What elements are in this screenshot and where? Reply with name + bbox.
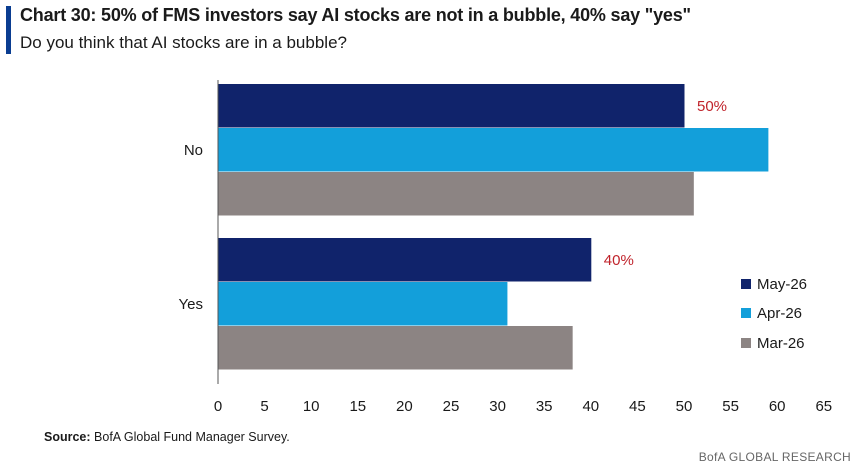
brand-footer: BofA GLOBAL RESEARCH <box>698 450 851 464</box>
bar-yes-mar-26 <box>218 326 573 370</box>
x-tick-label-60: 60 <box>769 398 786 415</box>
source-label: Source: <box>44 430 91 444</box>
x-tick-label-30: 30 <box>489 398 506 415</box>
x-tick-label-55: 55 <box>722 398 739 415</box>
bar-no-mar-26 <box>218 172 694 216</box>
x-tick-label-15: 15 <box>349 398 366 415</box>
x-tick-label-35: 35 <box>536 398 553 415</box>
x-tick-label-0: 0 <box>214 398 222 415</box>
legend-swatch-mar-26 <box>741 338 751 348</box>
bar-no-may-26 <box>218 84 685 128</box>
legend-label-apr-26: Apr-26 <box>757 305 802 322</box>
legend-label-mar-26: Mar-26 <box>757 335 805 352</box>
x-tick-label-50: 50 <box>676 398 693 415</box>
chart-subtitle: Do you think that AI stocks are in a bub… <box>20 33 347 52</box>
category-label-yes: Yes <box>179 296 203 313</box>
x-tick-label-5: 5 <box>260 398 268 415</box>
x-tick-label-10: 10 <box>303 398 320 415</box>
x-tick-label-65: 65 <box>815 398 832 415</box>
title-accent-bar <box>6 6 11 54</box>
bar-yes-may-26 <box>218 238 592 282</box>
bar-no-apr-26 <box>218 128 769 172</box>
chart-title: Chart 30: 50% of FMS investors say AI st… <box>20 5 691 25</box>
legend-swatch-apr-26 <box>741 308 751 318</box>
x-tick-label-45: 45 <box>629 398 646 415</box>
x-tick-label-20: 20 <box>396 398 413 415</box>
legend-swatch-may-26 <box>741 279 751 289</box>
x-tick-label-40: 40 <box>582 398 599 415</box>
category-label-no: No <box>184 142 203 159</box>
x-tick-label-25: 25 <box>443 398 460 415</box>
bar-yes-apr-26 <box>218 282 508 326</box>
source-note: Source: BofA Global Fund Manager Survey. <box>44 430 290 444</box>
source-text: BofA Global Fund Manager Survey. <box>94 430 290 444</box>
data-label-yes: 40% <box>604 252 634 269</box>
legend-label-may-26: May-26 <box>757 276 807 293</box>
data-label-no: 50% <box>697 98 727 115</box>
